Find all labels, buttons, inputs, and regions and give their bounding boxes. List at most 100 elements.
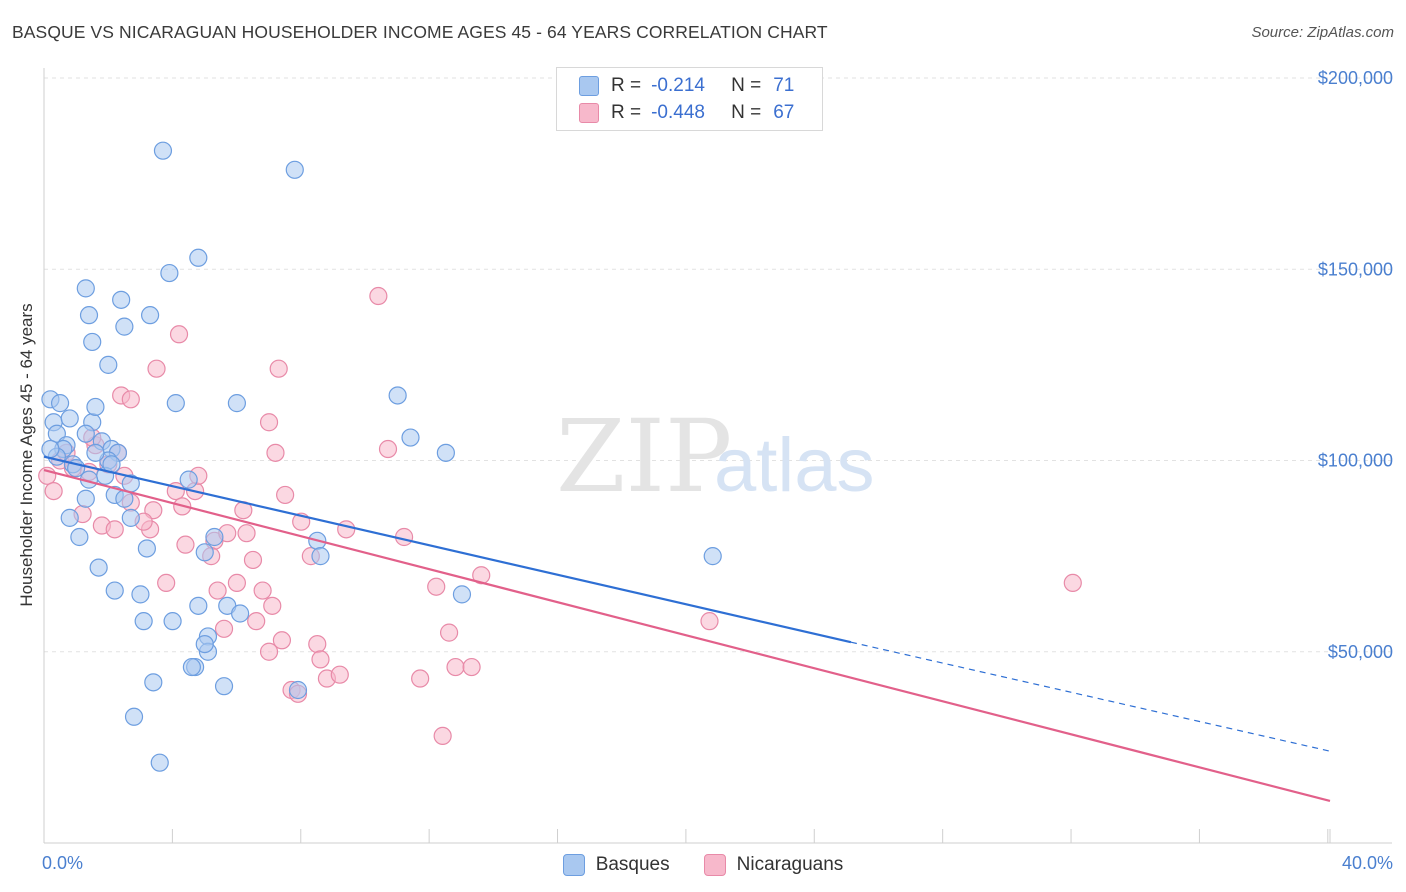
data-point: [247, 612, 266, 631]
watermark-atlas: atlas: [714, 423, 875, 508]
data-point: [195, 543, 214, 562]
legend-r-label: R =: [611, 75, 642, 96]
y-tick-label: $150,000: [1318, 259, 1393, 279]
data-point: [205, 527, 224, 547]
x-tick-label: 40.0%: [1342, 853, 1393, 873]
legend-label-nicaraguans: Nicaraguans: [736, 854, 844, 875]
data-point: [189, 596, 208, 615]
data-point: [134, 612, 153, 631]
data-point: [436, 443, 455, 462]
data-point: [703, 547, 722, 566]
legend-r-label: R =: [611, 102, 642, 123]
data-point: [157, 573, 176, 593]
basques-points: [41, 141, 722, 772]
stats-legend: R = -0.214 N = 71 R = -0.448 N = 67: [556, 67, 823, 131]
data-point: [44, 482, 63, 501]
legend-n-label: N =: [731, 75, 762, 96]
legend-item-basques: Basques: [562, 854, 670, 876]
data-point: [427, 577, 446, 596]
data-point: [124, 707, 144, 726]
data-point: [214, 677, 234, 696]
nicaraguans-legend-swatch: [703, 854, 726, 876]
data-point: [60, 409, 79, 428]
x-tick-label: 0.0%: [42, 853, 83, 873]
data-point: [237, 524, 256, 543]
data-point: [89, 558, 108, 577]
data-point: [208, 581, 227, 600]
data-point: [176, 535, 195, 554]
data-point: [70, 527, 89, 547]
data-point: [227, 573, 246, 593]
legend-item-nicaraguans: Nicaraguans: [703, 854, 844, 876]
data-point: [311, 650, 330, 669]
trend-lines: [43, 455, 1331, 802]
watermark: ZIP atlas: [556, 398, 875, 515]
data-point: [308, 634, 327, 654]
data-point: [259, 413, 279, 432]
legend-n-label: N =: [731, 102, 762, 123]
data-point: [60, 508, 79, 527]
series-legend: Basques Nicaraguans: [0, 851, 1406, 879]
axes: [43, 68, 1392, 844]
data-point: [439, 623, 459, 642]
data-point: [112, 290, 131, 309]
data-point: [166, 394, 185, 413]
data-point: [401, 428, 420, 447]
basques-trend-line: [43, 455, 852, 644]
data-point: [182, 657, 201, 677]
data-point: [311, 547, 330, 566]
data-point: [83, 332, 102, 352]
data-point: [337, 520, 356, 539]
legend-r-value: -0.214: [651, 75, 705, 96]
data-point: [433, 726, 452, 746]
data-point: [243, 550, 263, 570]
data-point: [160, 263, 179, 283]
data-point: [76, 279, 95, 298]
data-point: [115, 317, 134, 336]
data-point: [105, 520, 124, 539]
watermark-zip: ZIP: [556, 398, 732, 515]
y-tick-labels: $50,000 $100,000 $150,000 $200,000: [1318, 68, 1393, 662]
basques-legend-swatch: [562, 854, 585, 876]
x-tick-labels: 0.0% 40.0%: [42, 853, 1393, 873]
data-point: [41, 439, 60, 459]
y-tick-label: $200,000: [1318, 68, 1393, 88]
data-point: [79, 306, 99, 325]
data-point: [153, 141, 173, 160]
data-point: [105, 581, 124, 600]
data-point: [288, 680, 308, 700]
data-point: [272, 631, 292, 650]
data-point: [378, 439, 398, 459]
data-point: [231, 604, 250, 623]
basques-swatch: [579, 76, 599, 96]
data-point: [76, 424, 95, 443]
data-point: [50, 394, 70, 413]
data-point: [179, 470, 198, 489]
data-point: [121, 508, 140, 527]
source-label: Source: ZipAtlas.com: [1251, 24, 1394, 41]
data-point: [140, 306, 160, 325]
data-point: [147, 359, 166, 378]
data-point: [150, 753, 169, 772]
data-point: [76, 489, 95, 508]
data-point: [189, 248, 208, 267]
nicaraguans-swatch: [579, 103, 599, 123]
data-point: [253, 581, 272, 600]
data-point: [472, 566, 491, 585]
data-point: [285, 160, 304, 179]
data-point: [462, 657, 481, 677]
chart-title: BASQUE VS NICARAGUAN HOUSEHOLDER INCOME …: [12, 22, 828, 42]
basques-trend-extension: [850, 641, 1331, 752]
data-point: [388, 386, 407, 405]
data-point: [266, 443, 285, 462]
data-point: [269, 359, 288, 378]
data-point: [700, 612, 719, 631]
data-point: [452, 585, 472, 604]
legend-row-nicaraguans: R = -0.448 N = 67: [579, 100, 794, 126]
y-tick-label: $50,000: [1328, 642, 1393, 662]
data-point: [86, 443, 105, 462]
data-point: [163, 612, 182, 631]
data-point: [121, 390, 140, 409]
nicaraguans-trend-line: [43, 468, 1331, 802]
